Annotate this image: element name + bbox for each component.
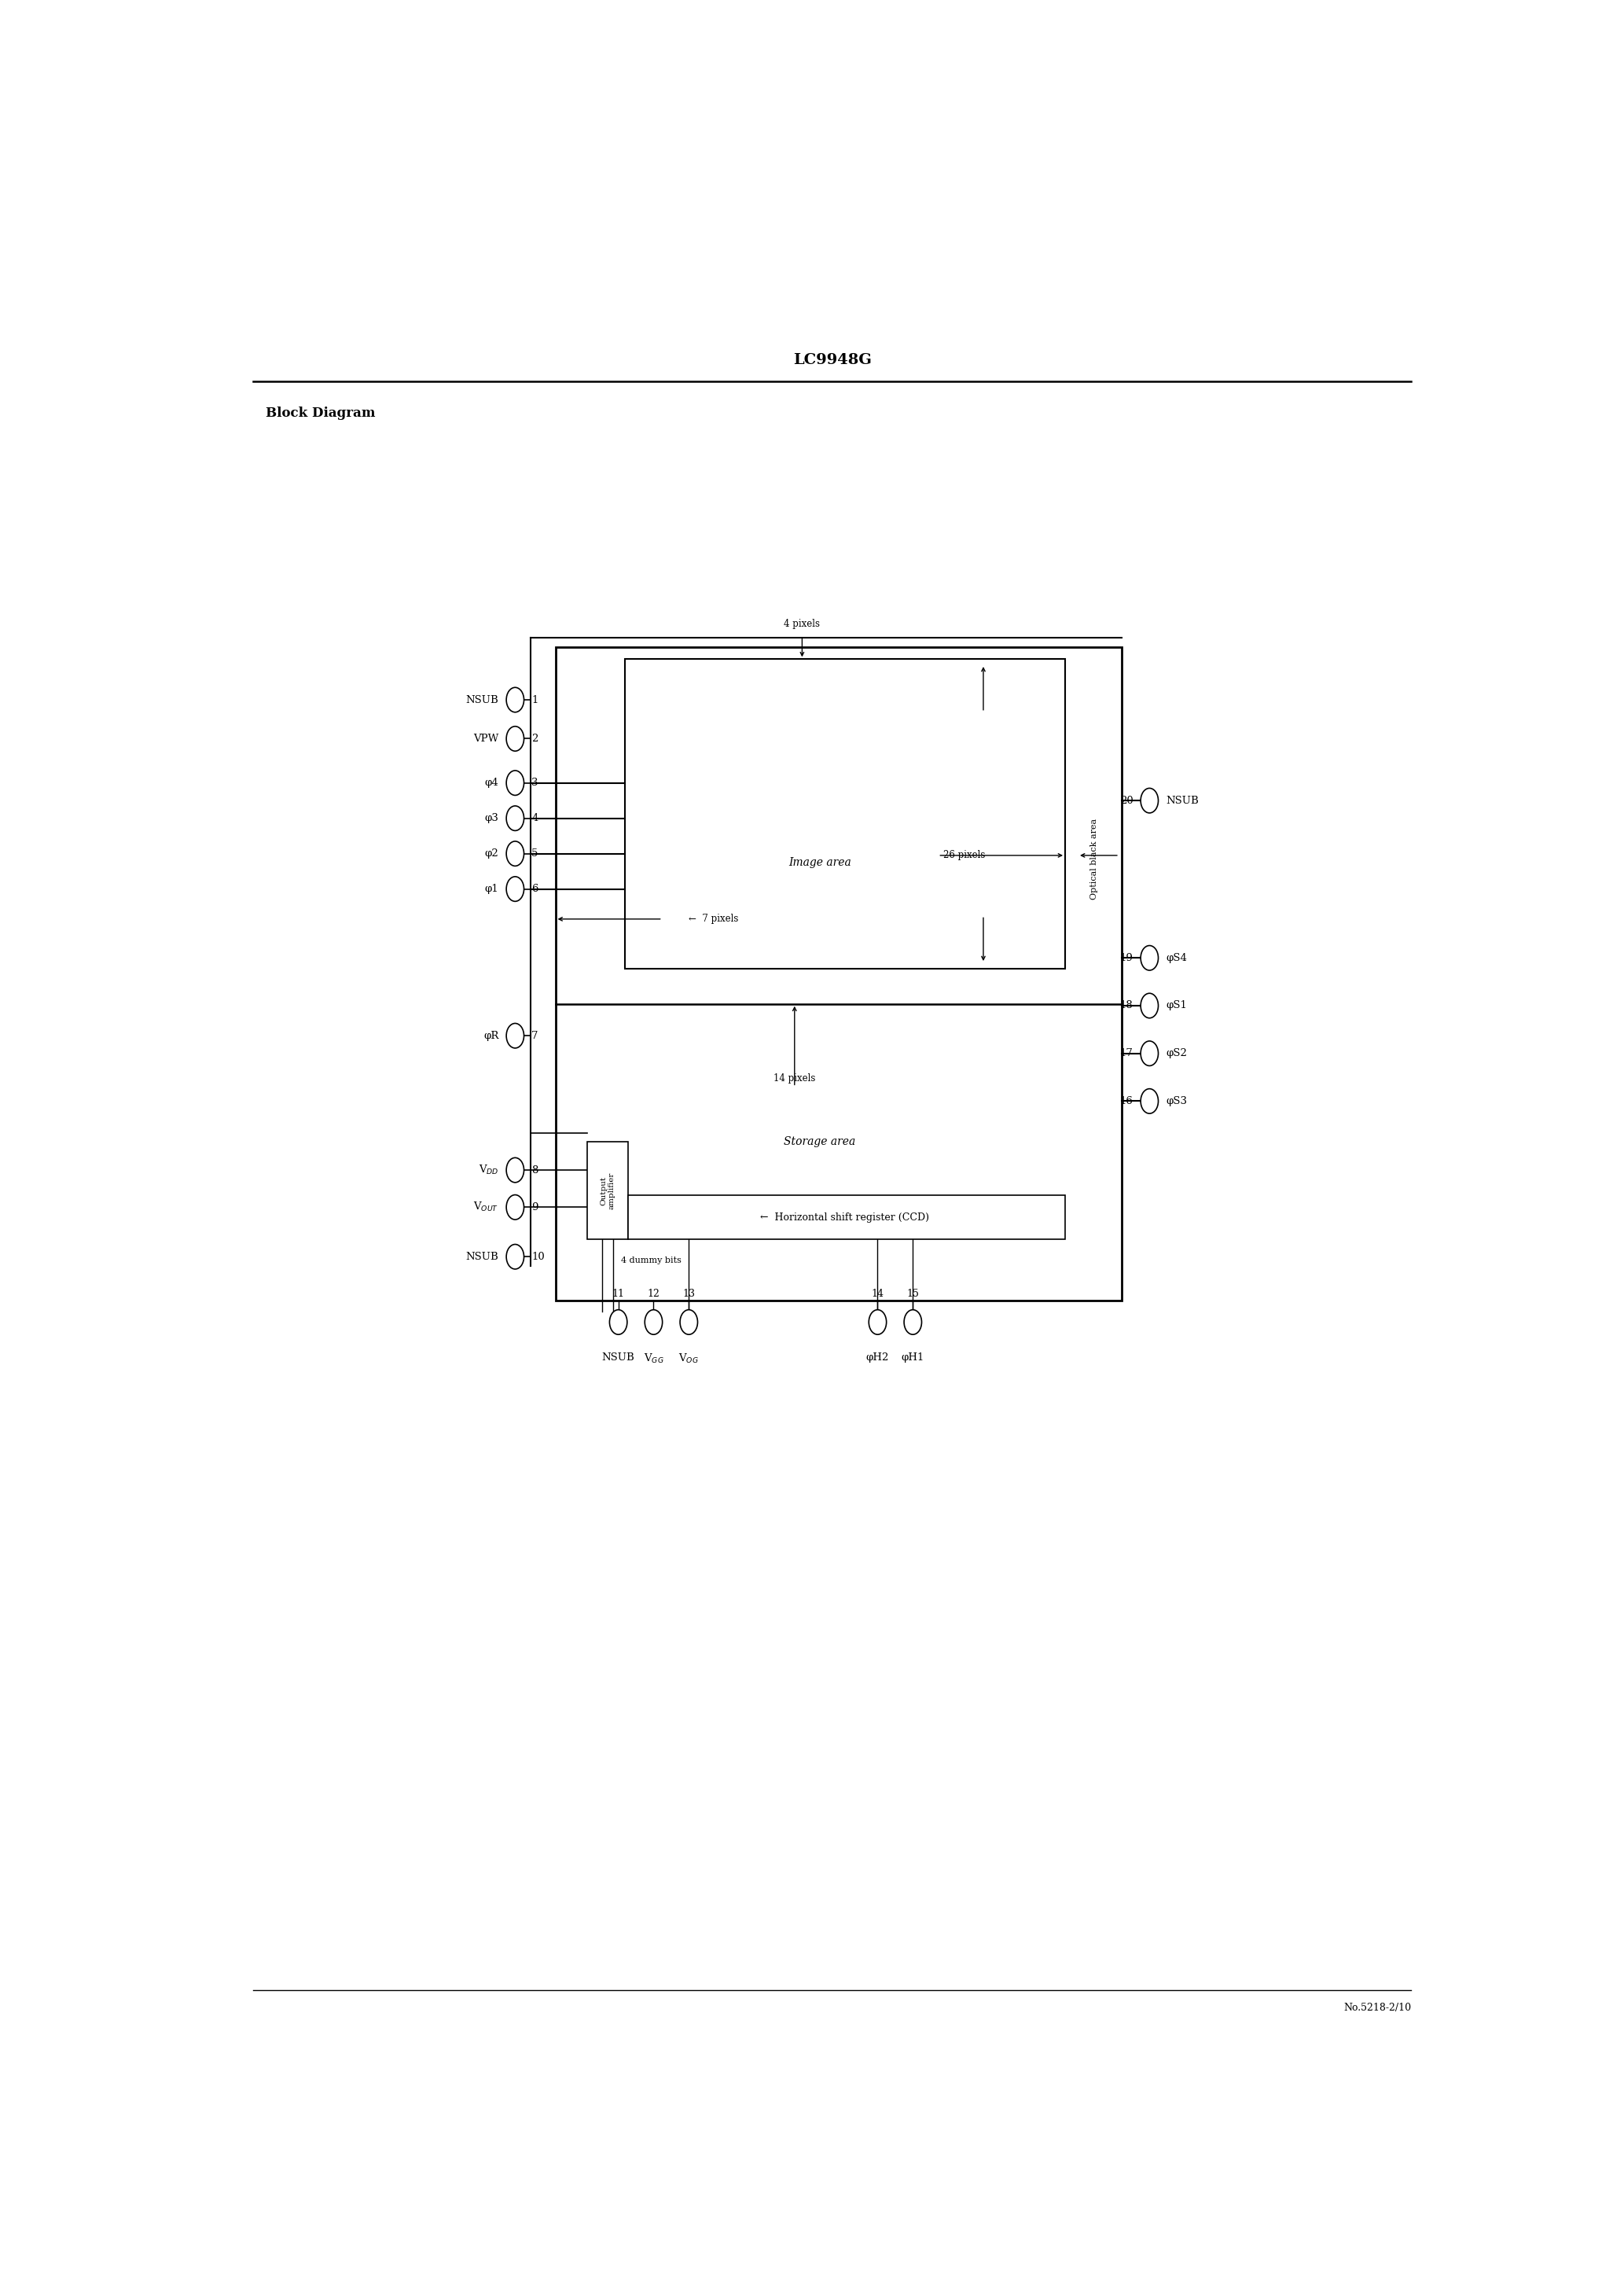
Text: Optical black area: Optical black area: [1090, 817, 1098, 900]
Circle shape: [507, 687, 525, 712]
Bar: [625, 659, 1065, 969]
Text: 10: 10: [531, 1251, 544, 1263]
Circle shape: [507, 806, 525, 831]
Circle shape: [507, 1194, 525, 1219]
Text: 4 dummy bits: 4 dummy bits: [620, 1256, 682, 1265]
Text: 2: 2: [531, 735, 538, 744]
Text: 18: 18: [1121, 1001, 1134, 1010]
Text: 11: 11: [612, 1288, 625, 1300]
Bar: [555, 647, 1122, 1302]
Text: 7: 7: [531, 1031, 538, 1040]
Text: φ2: φ2: [486, 850, 499, 859]
Text: 16: 16: [1121, 1095, 1134, 1107]
Text: 19: 19: [1121, 953, 1134, 962]
Circle shape: [1140, 994, 1158, 1017]
Text: Storage area: Storage area: [784, 1137, 856, 1148]
Circle shape: [1140, 788, 1158, 813]
Text: Block Diagram: Block Diagram: [266, 406, 375, 420]
Text: 14: 14: [872, 1288, 883, 1300]
Text: 15: 15: [906, 1288, 919, 1300]
Text: NSUB: NSUB: [466, 1251, 499, 1263]
Text: LC9948G: LC9948G: [793, 354, 872, 367]
Text: 4: 4: [531, 813, 538, 824]
Circle shape: [507, 726, 525, 751]
Text: 5: 5: [531, 850, 538, 859]
Text: φS1: φS1: [1166, 1001, 1187, 1010]
Circle shape: [507, 877, 525, 902]
Circle shape: [507, 1024, 525, 1047]
Text: 4 pixels: 4 pixels: [784, 620, 820, 629]
Text: No.5218-2/10: No.5218-2/10: [1343, 2002, 1411, 2014]
Text: 26 pixels: 26 pixels: [944, 850, 986, 861]
Text: 9: 9: [531, 1203, 538, 1212]
Circle shape: [869, 1309, 887, 1334]
Text: NSUB: NSUB: [466, 696, 499, 705]
Text: Image area: Image area: [788, 856, 851, 868]
Text: φS4: φS4: [1166, 953, 1187, 962]
Text: φ1: φ1: [486, 884, 499, 893]
Text: φR: φR: [484, 1031, 499, 1040]
Text: NSUB: NSUB: [1166, 794, 1199, 806]
Circle shape: [1140, 946, 1158, 971]
Circle shape: [507, 771, 525, 794]
Circle shape: [680, 1309, 698, 1334]
Text: φH1: φH1: [901, 1352, 924, 1362]
Text: V$_{OUT}$: V$_{OUT}$: [474, 1201, 499, 1215]
Text: 12: 12: [648, 1288, 659, 1300]
Text: φS2: φS2: [1166, 1049, 1187, 1058]
Circle shape: [905, 1309, 922, 1334]
Text: φ3: φ3: [484, 813, 499, 824]
Text: VPW: VPW: [474, 735, 499, 744]
Text: 1: 1: [531, 696, 538, 705]
Circle shape: [1140, 1088, 1158, 1114]
Text: 20: 20: [1121, 794, 1134, 806]
Text: ←  Horizontal shift register (CCD): ← Horizontal shift register (CCD): [760, 1212, 929, 1224]
Text: Output
amplifier: Output amplifier: [599, 1171, 615, 1210]
Text: NSUB: NSUB: [603, 1352, 635, 1362]
Text: 14 pixels: 14 pixels: [773, 1072, 815, 1084]
Text: φ4: φ4: [486, 778, 499, 788]
Text: 6: 6: [531, 884, 538, 893]
Circle shape: [507, 840, 525, 866]
Text: 17: 17: [1121, 1049, 1134, 1058]
Circle shape: [609, 1309, 627, 1334]
Circle shape: [1140, 1040, 1158, 1065]
Text: V$_{OG}$: V$_{OG}$: [679, 1352, 698, 1364]
Text: V$_{DD}$: V$_{DD}$: [479, 1164, 499, 1176]
Circle shape: [507, 1244, 525, 1270]
Text: V$_{GG}$: V$_{GG}$: [643, 1352, 664, 1364]
Circle shape: [645, 1309, 663, 1334]
Text: φS3: φS3: [1166, 1095, 1187, 1107]
Text: 13: 13: [682, 1288, 695, 1300]
Circle shape: [507, 1157, 525, 1182]
Text: 8: 8: [531, 1164, 538, 1176]
Text: ←  7 pixels: ← 7 pixels: [689, 914, 739, 925]
Text: 3: 3: [531, 778, 538, 788]
Bar: [586, 1141, 628, 1240]
Bar: [628, 1194, 1065, 1240]
Text: φH2: φH2: [866, 1352, 890, 1362]
